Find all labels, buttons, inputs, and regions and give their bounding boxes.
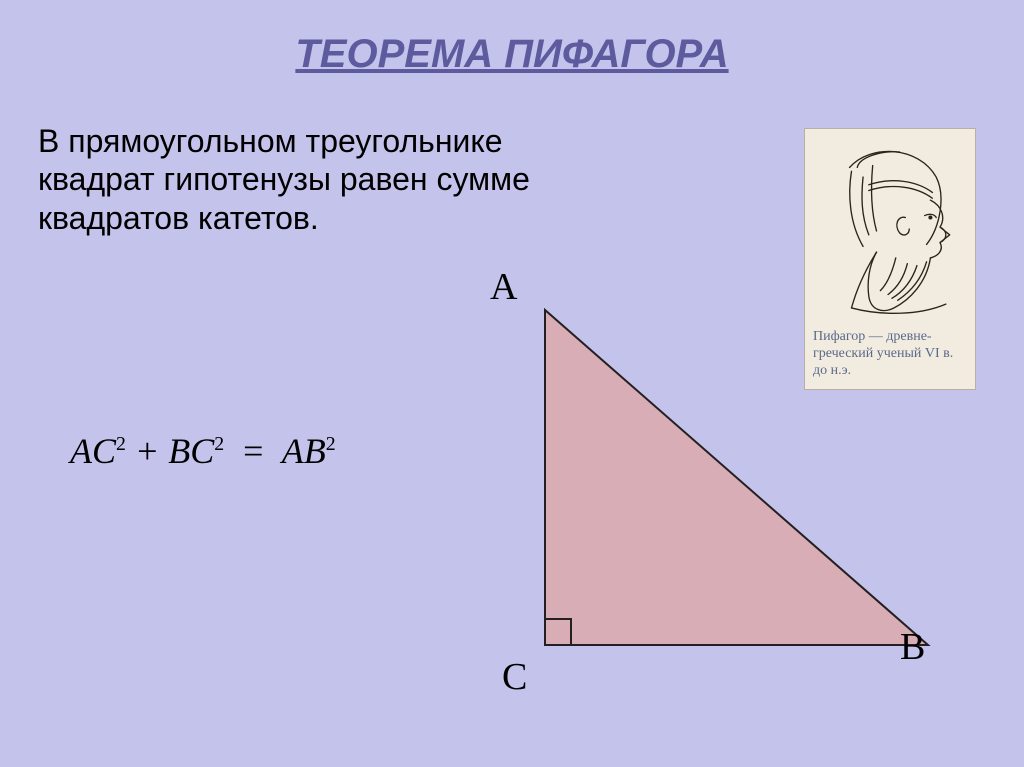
plus-sign: + bbox=[135, 431, 159, 471]
pythagoras-formula: AC2 + BC2 = AB2 bbox=[70, 430, 336, 472]
right-triangle-diagram: A B C bbox=[430, 275, 950, 715]
vertex-label-a: A bbox=[490, 265, 517, 309]
term-bc: BC2 bbox=[168, 431, 224, 471]
vertex-label-b: B bbox=[900, 625, 925, 669]
vertex-label-c: C bbox=[502, 655, 527, 699]
equals-sign: = bbox=[233, 431, 273, 471]
term-ab: AB2 bbox=[282, 431, 336, 471]
theorem-statement: В прямоугольном треугольнике квадрат гип… bbox=[38, 122, 598, 237]
triangle-svg bbox=[430, 275, 950, 715]
page-title: ТЕОРЕМА ПИФАГОРА bbox=[0, 32, 1024, 77]
term-ac: AC2 bbox=[70, 431, 126, 471]
